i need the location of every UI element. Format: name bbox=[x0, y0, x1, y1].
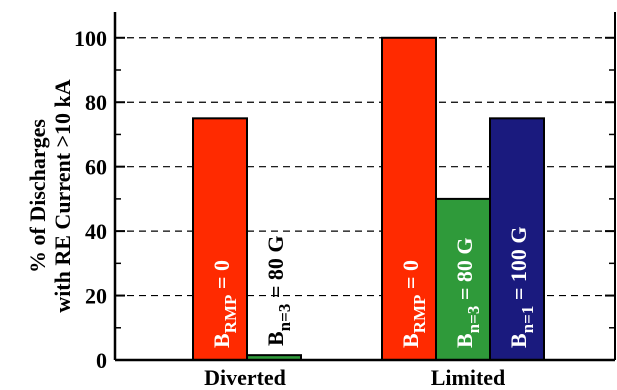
y-tick-label: 20 bbox=[85, 284, 107, 309]
bar-label-base: B bbox=[398, 333, 423, 348]
bar-label: Bn=3 = 80 G bbox=[263, 236, 294, 347]
axes: 0 20 40 60 80 100 bbox=[74, 12, 616, 373]
bars bbox=[192, 36, 545, 362]
y-tick-label: 80 bbox=[85, 90, 107, 115]
bar-label-base: B bbox=[209, 333, 234, 348]
y-tick-label: 40 bbox=[85, 219, 107, 244]
x-category-label: Limited bbox=[431, 365, 506, 390]
bar-label-rest: = 0 bbox=[398, 260, 423, 295]
bar-label-subscript: n=3 bbox=[464, 306, 483, 334]
x-category-label: Diverted bbox=[204, 365, 286, 390]
bar-label-rest: = 80 G bbox=[452, 238, 477, 306]
bar-label: BRMP = 0 bbox=[209, 260, 240, 348]
bar-label-subscript: RMP bbox=[410, 295, 429, 334]
bar-label-subscript: n=3 bbox=[275, 304, 294, 332]
bar-label-base: B bbox=[263, 331, 288, 346]
y-axis-title-line-1: % of Discharges bbox=[25, 119, 50, 273]
bar-label-rest: = 80 G bbox=[263, 236, 288, 304]
y-tick-label: 60 bbox=[85, 155, 107, 180]
bar-label: BRMP = 0 bbox=[398, 260, 429, 348]
bar-label-subscript: RMP bbox=[221, 295, 240, 334]
y-tick-label: 0 bbox=[96, 348, 107, 373]
bar-label-rest: = 100 G bbox=[506, 227, 531, 306]
bar-label-rest: = 0 bbox=[209, 260, 234, 295]
bar-label: Bn=3 = 80 G bbox=[452, 238, 483, 349]
bar-label-base: B bbox=[506, 333, 531, 348]
bar-label: Bn=1 = 100 G bbox=[506, 227, 537, 349]
bar-label-base: B bbox=[452, 333, 477, 348]
bar-label-subscript: n=1 bbox=[518, 306, 537, 334]
bar bbox=[192, 117, 248, 362]
y-tick-label: 100 bbox=[74, 26, 107, 51]
y-axis-title-line-2: with RE Current >10 kA bbox=[50, 79, 75, 312]
bar bbox=[489, 117, 545, 362]
